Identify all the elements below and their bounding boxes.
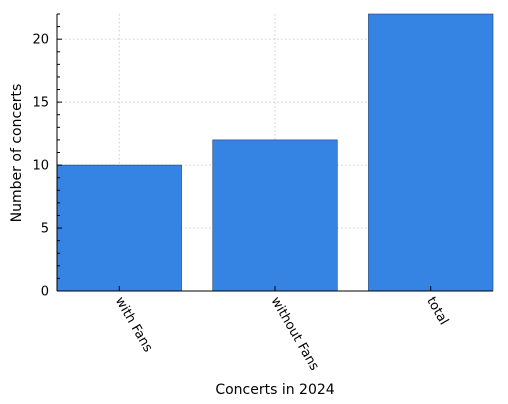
bars [56, 13, 494, 292]
bar-without-fans [212, 139, 338, 292]
x-axis-title: Concerts in 2024 [215, 382, 334, 398]
x-tick-label: without Fans [268, 295, 322, 374]
y-tick-label: 15 [32, 96, 49, 111]
y-tick-label: 20 [32, 33, 49, 48]
y-ticks: 0 5 10 15 20 [32, 13, 62, 300]
y-tick-label: 5 [41, 222, 49, 237]
x-ticks: with Fans without Fans total [112, 286, 451, 373]
y-tick-label: 0 [41, 285, 49, 300]
bar-with-fans [56, 164, 182, 292]
x-tick-label: with Fans [112, 295, 156, 356]
bar-total [368, 13, 494, 292]
y-tick-label: 10 [32, 159, 49, 174]
x-tick-label: total [423, 295, 451, 328]
y-axis-title: Number of concerts [9, 84, 25, 223]
